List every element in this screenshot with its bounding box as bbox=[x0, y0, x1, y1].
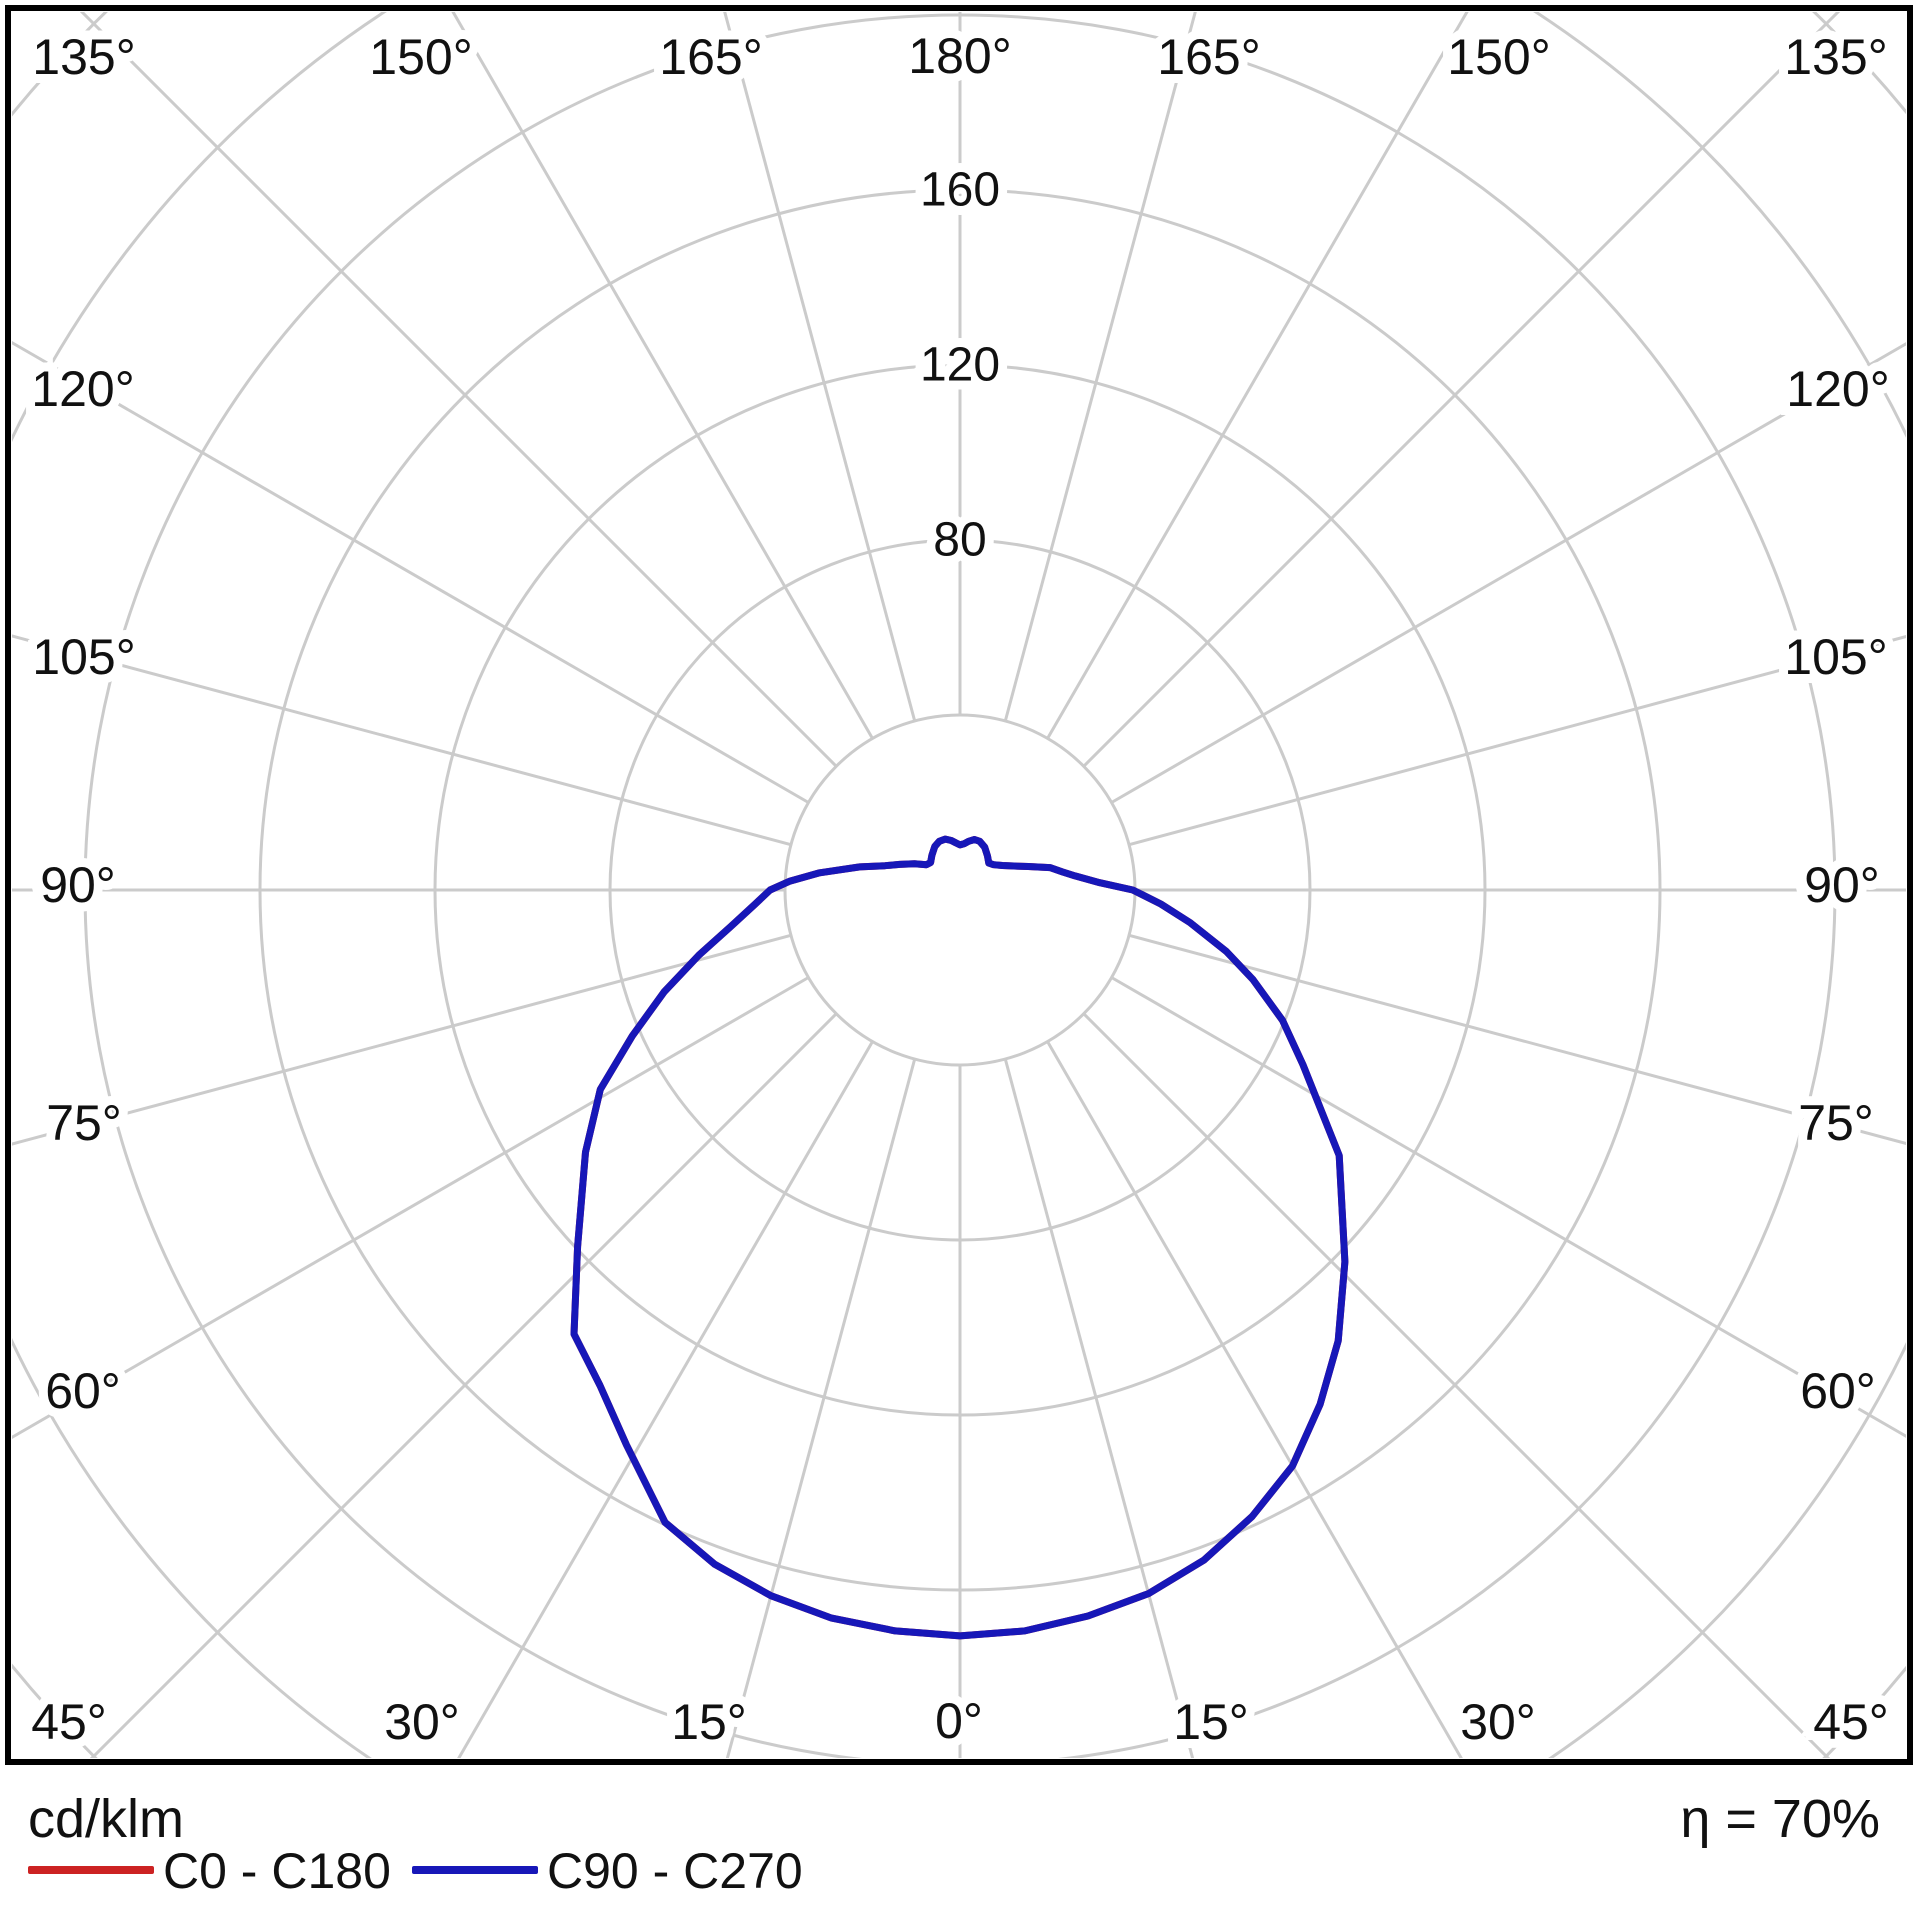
grid-ray-345 bbox=[725, 1058, 917, 1758]
grid-ray-225 bbox=[79, 12, 838, 768]
angle-label-0-135°: 135° bbox=[32, 29, 135, 85]
grid-ray-60 bbox=[1110, 976, 1906, 1438]
legend-label-c90-c270: C90 - C270 bbox=[547, 1843, 803, 1899]
angle-label-23-45°: 45° bbox=[1813, 1694, 1889, 1750]
ring-label-160: 160 bbox=[920, 164, 1000, 217]
angle-label-15-75°: 75° bbox=[1798, 1095, 1874, 1151]
angle-label-7-120°: 120° bbox=[31, 361, 134, 417]
angle-label-5-150°: 150° bbox=[1447, 29, 1550, 85]
angle-label-11-60°: 60° bbox=[45, 1363, 121, 1419]
angle-label-16-60°: 60° bbox=[1800, 1363, 1876, 1419]
efficiency-label: η = 70% bbox=[1680, 1789, 1880, 1849]
angle-label-8-105°: 105° bbox=[32, 629, 135, 685]
ring-label-120: 120 bbox=[920, 339, 1000, 392]
grid-ray-150 bbox=[1046, 12, 1469, 740]
grid-ray-30 bbox=[1046, 1040, 1463, 1758]
legend-line-c90-c270 bbox=[412, 1866, 538, 1874]
grid-ray-285 bbox=[12, 933, 792, 1146]
curve-C90-C270 bbox=[570, 835, 1349, 1640]
angle-label-2-165°: 165° bbox=[659, 29, 762, 85]
angle-label-19-15°: 15° bbox=[671, 1694, 747, 1750]
grid-ray-45 bbox=[1082, 1012, 1831, 1758]
grid-ray-120 bbox=[1110, 342, 1906, 804]
angle-label-21-15°: 15° bbox=[1173, 1694, 1249, 1750]
angle-label-12-120°: 120° bbox=[1786, 361, 1889, 417]
angle-label-13-105°: 105° bbox=[1784, 629, 1887, 685]
grid-ray-75 bbox=[1128, 933, 1906, 1146]
legend-label-c0-c180: C0 - C180 bbox=[163, 1843, 391, 1899]
legend-line-c0-c180 bbox=[28, 1866, 154, 1874]
angle-label-10-75°: 75° bbox=[46, 1095, 122, 1151]
angle-label-3-180°: 180° bbox=[908, 28, 1011, 84]
angle-label-1-150°: 150° bbox=[369, 29, 472, 85]
grid-ray-255 bbox=[12, 634, 792, 847]
grid-ray-210 bbox=[451, 12, 874, 740]
angle-label-20-0°: 0° bbox=[935, 1693, 983, 1749]
grid-ray-135 bbox=[1082, 12, 1841, 768]
grid-ray-105 bbox=[1128, 634, 1906, 847]
unit-label: cd/klm bbox=[28, 1789, 185, 1849]
grid-ray-315 bbox=[89, 1012, 838, 1758]
grid-ray-195 bbox=[723, 12, 917, 722]
grid-ray-300 bbox=[12, 976, 810, 1440]
grid-ray-15 bbox=[1003, 1058, 1195, 1758]
angle-label-18-30°: 30° bbox=[384, 1694, 460, 1750]
angle-label-6-135°: 135° bbox=[1784, 29, 1887, 85]
angle-label-17-45°: 45° bbox=[31, 1694, 107, 1750]
grid-ray-240 bbox=[12, 340, 810, 804]
angle-label-4-165°: 165° bbox=[1157, 29, 1260, 85]
grid-ray-165 bbox=[1003, 12, 1197, 722]
angle-label-9-90°: 90° bbox=[40, 857, 116, 913]
angle-label-14-90°: 90° bbox=[1804, 857, 1880, 913]
grid-ray-330 bbox=[457, 1040, 874, 1758]
ring-label-80: 80 bbox=[933, 514, 986, 567]
angle-label-22-30°: 30° bbox=[1460, 1694, 1536, 1750]
